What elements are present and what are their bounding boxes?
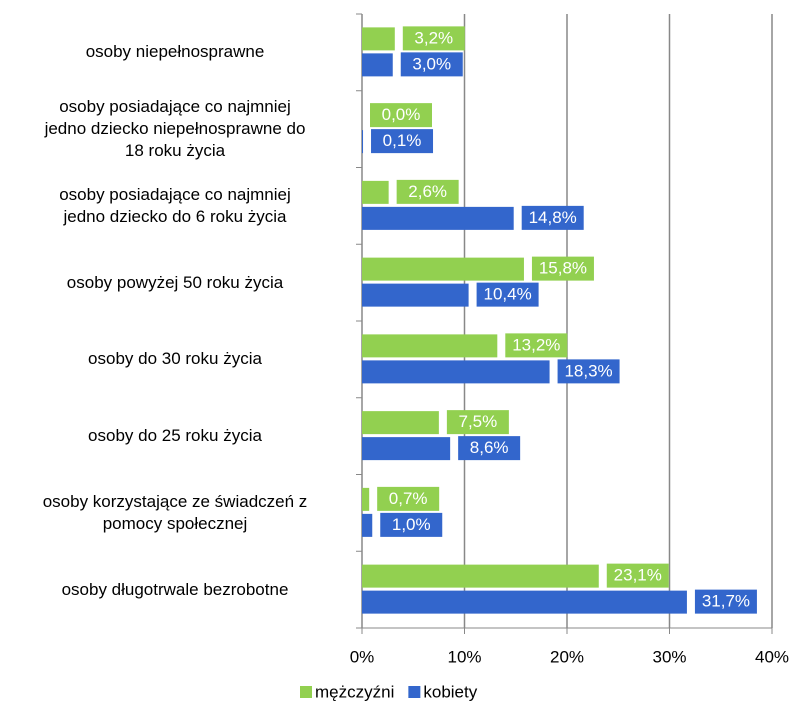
x-tick-label: 40% <box>755 647 789 666</box>
category-label: osoby niepełnosprawne <box>85 42 265 62</box>
value-label: 10,4% <box>483 285 531 304</box>
bar <box>362 487 370 511</box>
bar <box>362 257 524 281</box>
value-label: 15,8% <box>539 259 587 278</box>
bar <box>362 411 439 435</box>
value-label-bg <box>521 205 584 230</box>
value-label: 0,0% <box>382 105 421 124</box>
category-label: osoby posiadające co najmniej jedno dzie… <box>59 184 291 226</box>
category-label: osoby posiadające co najmniej jedno dzie… <box>44 97 306 161</box>
bar <box>362 360 550 384</box>
legend-label: kobiety <box>423 682 477 701</box>
bar <box>362 180 389 204</box>
value-label-bg <box>557 359 620 384</box>
value-label: 1,0% <box>392 515 431 534</box>
value-label-bg <box>446 410 509 435</box>
x-tick-label: 0% <box>350 647 375 666</box>
bar <box>362 564 599 588</box>
value-label: 0,7% <box>389 489 428 508</box>
value-label-bg <box>377 486 440 511</box>
value-label: 0,1% <box>383 131 422 150</box>
value-label-bg <box>396 179 459 204</box>
x-tick-label: 20% <box>550 647 584 666</box>
x-tick-label: 30% <box>652 647 686 666</box>
bar <box>362 283 469 307</box>
bar <box>362 334 498 358</box>
bar <box>362 27 395 51</box>
value-label-bg <box>531 256 594 281</box>
value-label: 3,2% <box>414 28 453 47</box>
value-label-bg <box>400 52 463 77</box>
value-label-bg <box>380 512 443 537</box>
value-label-bg <box>458 436 521 461</box>
bar <box>362 53 393 77</box>
category-label: osoby do 30 roku życia <box>88 349 262 369</box>
legend-swatch <box>408 686 421 698</box>
value-label: 2,6% <box>408 182 447 201</box>
value-label-bg <box>371 129 434 154</box>
value-label-bg <box>402 26 465 51</box>
value-label-bg <box>476 282 539 307</box>
value-label: 7,5% <box>459 412 498 431</box>
category-label: osoby powyżej 50 roku życia <box>66 272 284 292</box>
value-label: 8,6% <box>470 438 509 457</box>
category-label: osoby do 25 roku życia <box>88 426 262 446</box>
value-label: 18,3% <box>564 361 612 380</box>
value-label: 14,8% <box>529 208 577 227</box>
legend-swatch <box>300 686 312 698</box>
bar <box>362 130 364 154</box>
x-tick-label: 10% <box>447 647 481 666</box>
value-label: 3,0% <box>412 54 451 73</box>
value-label: 23,1% <box>614 566 662 585</box>
category-label: osoby korzystające ze świadczeń z pomocy… <box>42 491 308 533</box>
bar <box>362 437 451 461</box>
bar <box>362 206 514 230</box>
legend-label: mężczyźni <box>315 682 394 701</box>
bar <box>362 513 373 537</box>
value-label: 31,7% <box>702 592 750 611</box>
bar <box>362 590 687 614</box>
value-label-bg <box>694 589 757 614</box>
value-label-bg <box>505 333 568 358</box>
value-label-bg <box>606 563 669 588</box>
value-label: 13,2% <box>512 335 560 354</box>
category-label: osoby długotrwale bezrobotne <box>61 579 289 599</box>
value-label-bg <box>370 103 432 128</box>
